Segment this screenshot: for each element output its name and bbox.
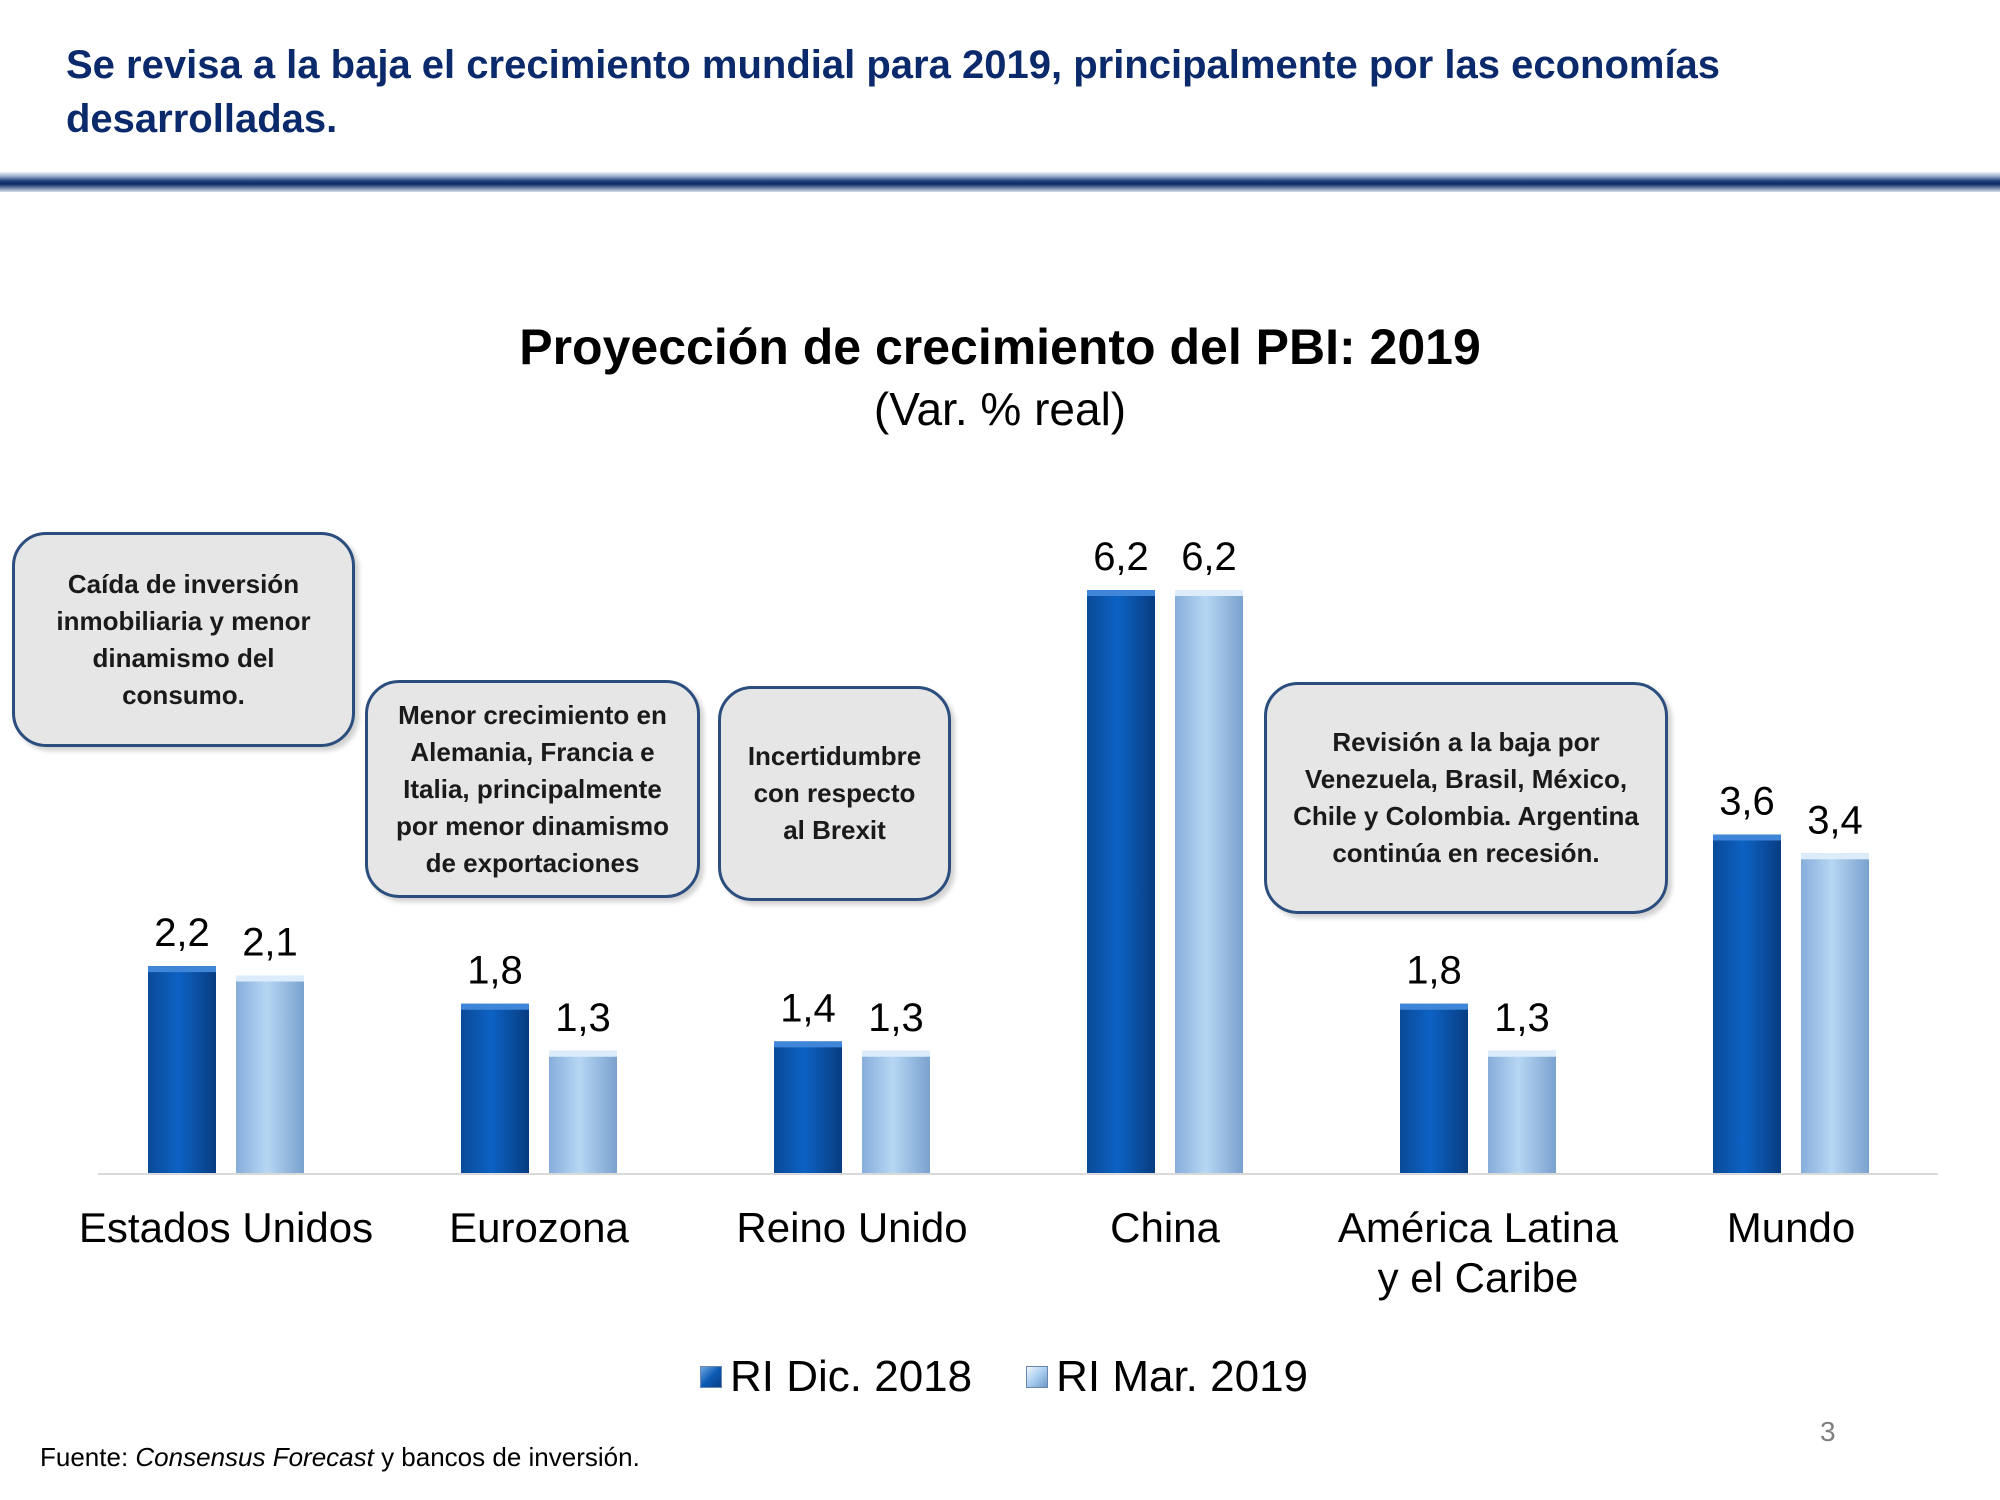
bar-estados-unidos-ri-dic-2018 (148, 966, 216, 1173)
bar-mundo-ri-mar-2019 (1801, 853, 1869, 1173)
chart-legend: RI Dic. 2018 RI Mar. 2019 (700, 1352, 1350, 1402)
category-label-america-latina-y-el-caribe-line-1: América Latina (1338, 1204, 1619, 1251)
slide-title: Se revisa a la baja el crecimiento mundi… (66, 43, 1721, 141)
bar-bevel-china-ri-dic-2018 (1087, 590, 1155, 596)
callout-eurozona: Menor crecimiento en Alemania, Francia e… (365, 680, 700, 898)
bar-eurozona-ri-dic-2018 (461, 1003, 529, 1173)
data-label-america-latina-y-el-caribe-ri-mar-2019: 1,3 (1494, 996, 1550, 1040)
data-label-mundo-ri-mar-2019: 3,4 (1807, 798, 1863, 842)
callout-reino-unido: Incertidumbre con respecto al Brexit (718, 686, 951, 901)
bar-bevel-america-latina-y-el-caribe-ri-mar-2019 (1488, 1050, 1556, 1057)
bar-china-ri-dic-2018 (1087, 590, 1155, 1173)
source-italic: Consensus Forecast (135, 1442, 374, 1472)
bar-bevel-reino-unido-ri-dic-2018 (774, 1041, 842, 1048)
bar-bevel-eurozona-ri-dic-2018 (461, 1003, 529, 1010)
bar-bevel-mundo-ri-mar-2019 (1801, 853, 1869, 860)
source-footnote: Fuente: Consensus Forecast y bancos de i… (40, 1442, 640, 1473)
callout-estados-unidos: Caída de inversión inmobiliaria y menor … (12, 532, 355, 747)
data-label-eurozona-ri-mar-2019: 1,3 (555, 996, 611, 1040)
bar-reino-unido-ri-dic-2018 (774, 1041, 842, 1173)
bar-america-latina-y-el-caribe-ri-dic-2018 (1400, 1003, 1468, 1173)
bar-bevel-america-latina-y-el-caribe-ri-dic-2018 (1400, 1003, 1468, 1010)
legend-swatch-dic-2018 (700, 1366, 722, 1388)
legend-item-mar-2019: RI Mar. 2019 (1026, 1352, 1308, 1402)
legend-swatch-mar-2019 (1026, 1366, 1049, 1388)
legend-item-dic-2018: RI Dic. 2018 (700, 1352, 972, 1402)
bar-bevel-china-ri-mar-2019 (1175, 590, 1243, 596)
data-label-reino-unido-ri-mar-2019: 1,3 (868, 996, 924, 1040)
legend-label-mar-2019: RI Mar. 2019 (1056, 1352, 1309, 1401)
bar-bevel-eurozona-ri-mar-2019 (549, 1050, 617, 1057)
category-label-china: China (1110, 1204, 1220, 1251)
data-label-estados-unidos-ri-dic-2018: 2,2 (154, 911, 210, 955)
bar-bevel-reino-unido-ri-mar-2019 (862, 1050, 930, 1057)
bar-bevel-estados-unidos-ri-mar-2019 (236, 975, 304, 982)
bar-america-latina-y-el-caribe-ri-mar-2019 (1488, 1050, 1556, 1173)
source-suffix: y bancos de inversión. (373, 1442, 640, 1472)
bar-china-ri-mar-2019 (1175, 590, 1243, 1173)
category-label-eurozona: Eurozona (449, 1204, 629, 1251)
source-prefix: Fuente: (40, 1442, 136, 1472)
category-label-america-latina-y-el-caribe-line-2: y el Caribe (1378, 1254, 1579, 1301)
bar-eurozona-ri-mar-2019 (549, 1050, 617, 1173)
chart-title: Proyección de crecimiento del PBI: 2019 (519, 319, 1481, 375)
chart-subtitle: (Var. % real) (873, 383, 1127, 435)
category-label-estados-unidos: Estados Unidos (79, 1204, 373, 1251)
data-label-reino-unido-ri-dic-2018: 1,4 (780, 986, 836, 1030)
bar-reino-unido-ri-mar-2019 (862, 1050, 930, 1173)
bar-bevel-mundo-ri-dic-2018 (1713, 834, 1781, 841)
bar-chart: 2,2 2,1 Estados Unidos 1,8 1,3 Eurozona 1,4 1,3… (79, 535, 1938, 1301)
header-divider (0, 172, 2000, 192)
callout-america-latina: Revisión a la baja por Venezuela, Brasil… (1264, 682, 1668, 914)
bar-estados-unidos-ri-mar-2019 (236, 975, 304, 1173)
page-number: 3 (1820, 1416, 1836, 1447)
data-label-china-ri-dic-2018: 6,2 (1093, 535, 1149, 579)
data-label-china-ri-mar-2019: 6,2 (1181, 535, 1237, 579)
data-label-america-latina-y-el-caribe-ri-dic-2018: 1,8 (1406, 949, 1462, 993)
category-label-mundo: Mundo (1727, 1204, 1855, 1251)
data-label-eurozona-ri-dic-2018: 1,8 (467, 949, 523, 993)
bar-mundo-ri-dic-2018 (1713, 834, 1781, 1173)
legend-label-dic-2018: RI Dic. 2018 (730, 1352, 973, 1401)
bar-bevel-estados-unidos-ri-dic-2018 (148, 966, 216, 973)
category-label-reino-unido: Reino Unido (736, 1204, 967, 1251)
data-label-estados-unidos-ri-mar-2019: 2,1 (242, 921, 298, 965)
data-label-mundo-ri-dic-2018: 3,6 (1719, 779, 1775, 823)
